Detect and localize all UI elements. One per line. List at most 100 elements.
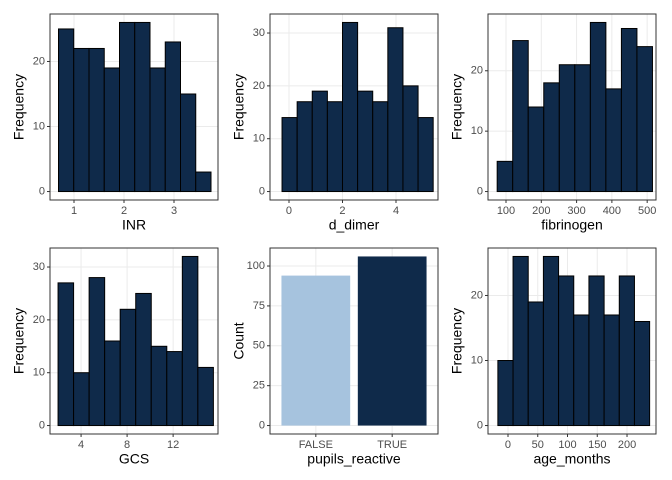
histogram-bar [497,360,514,427]
histogram-bar [149,67,166,193]
bar [281,275,351,426]
x-tick-label: TRUE [377,439,407,451]
y-tick-label: 10 [471,125,483,137]
histogram-bar [181,255,199,427]
histogram-bar [119,308,137,427]
histogram-bar [633,320,651,427]
y-tick-label: 20 [471,65,483,77]
histogram-bar [296,101,313,193]
histogram-bar [57,282,75,427]
y-tick-label: 20 [33,55,45,67]
histogram-bar [512,40,529,193]
histogram-bar [150,345,168,427]
histogram-bar [527,301,544,427]
bar [357,256,427,426]
histogram-bar [558,64,576,193]
panel-border [269,13,439,201]
x-tick-label: 200 [532,205,550,217]
y-tick-label: 10 [33,367,45,379]
x-axis-title: GCS [119,451,149,467]
y-axis-title: Frequency [449,74,465,140]
histogram-bar [73,47,90,193]
histogram-bar [281,117,298,193]
histogram-bar [573,314,590,427]
x-axis-title: d_dimer [329,217,380,233]
panel-border [49,247,219,435]
y-tick-label: 100 [247,260,265,272]
histogram-bar [357,90,374,193]
histogram-bar [341,21,359,193]
y-axis-title: Frequency [11,308,27,374]
y-tick-label: 10 [33,120,45,132]
y-tick-label: 0 [259,185,265,197]
y-axis-title: Frequency [11,74,27,140]
y-tick-label: 10 [471,354,483,366]
panel-border [487,247,657,435]
histogram-bar [135,292,152,427]
histogram-bar [417,117,434,193]
histogram-bar [311,90,328,193]
y-tick-label: 0 [477,185,483,197]
histogram-bar [104,340,121,427]
x-tick-label: 100 [558,439,576,451]
x-tick-label: 1 [71,205,77,217]
histogram-bar [603,314,620,427]
x-tick-label: 12 [167,439,179,451]
histogram-bar [387,27,404,193]
y-tick-label: 20 [33,314,45,326]
histogram-bar [326,101,343,193]
histogram-bar [88,47,105,193]
y-tick-label: 30 [253,27,265,39]
histogram-bar [496,160,514,193]
y-tick-label: 20 [471,289,483,301]
histogram-bar [542,255,560,427]
x-tick-label: FALSE [299,439,333,451]
y-tick-label: 20 [253,80,265,92]
histogram-bar [636,46,653,193]
x-tick-label: 4 [393,205,399,217]
histogram-bar [372,101,389,193]
histogram-bar [589,21,607,193]
histogram-bar [134,21,151,193]
y-tick-label: 50 [253,340,265,352]
x-tick-label: 300 [567,205,585,217]
x-tick-label: 0 [505,439,511,451]
x-tick-label: 2 [339,205,345,217]
histogram-bar [180,93,197,193]
x-tick-label: 50 [532,439,544,451]
histogram-bar [197,366,214,427]
x-tick-label: 8 [124,439,130,451]
histogram-bar [166,351,183,427]
histogram-bar [103,67,120,193]
y-tick-label: 75 [253,300,265,312]
histogram-bar [618,275,635,427]
histogram-bar [73,372,90,427]
histogram-bar [119,21,136,193]
y-tick-label: 10 [253,133,265,145]
histogram-bar [164,41,181,193]
histogram-bar [58,28,75,193]
histogram-bar [543,82,560,193]
x-tick-label: 500 [638,205,656,217]
histogram-bar [588,275,605,427]
y-axis-title: Count [231,322,247,359]
panel-border [269,247,439,435]
x-tick-label: 150 [588,439,606,451]
x-tick-label: 0 [286,205,292,217]
y-tick-label: 30 [33,261,45,273]
histogram-bar [574,64,591,193]
histogram-bar [620,27,638,193]
histogram-bar [88,277,106,427]
y-axis-title: Frequency [231,74,247,140]
histogram-bar [527,106,545,193]
x-tick-label: 400 [603,205,621,217]
x-axis-title: age_months [533,451,610,467]
histogram-bar [195,171,212,193]
histogram-bar [402,85,419,193]
x-axis-title: INR [122,217,146,233]
y-tick-label: 25 [253,380,265,392]
y-tick-label: 0 [39,185,45,197]
panel-border [487,13,657,201]
x-axis-title: fibrinogen [541,217,603,233]
